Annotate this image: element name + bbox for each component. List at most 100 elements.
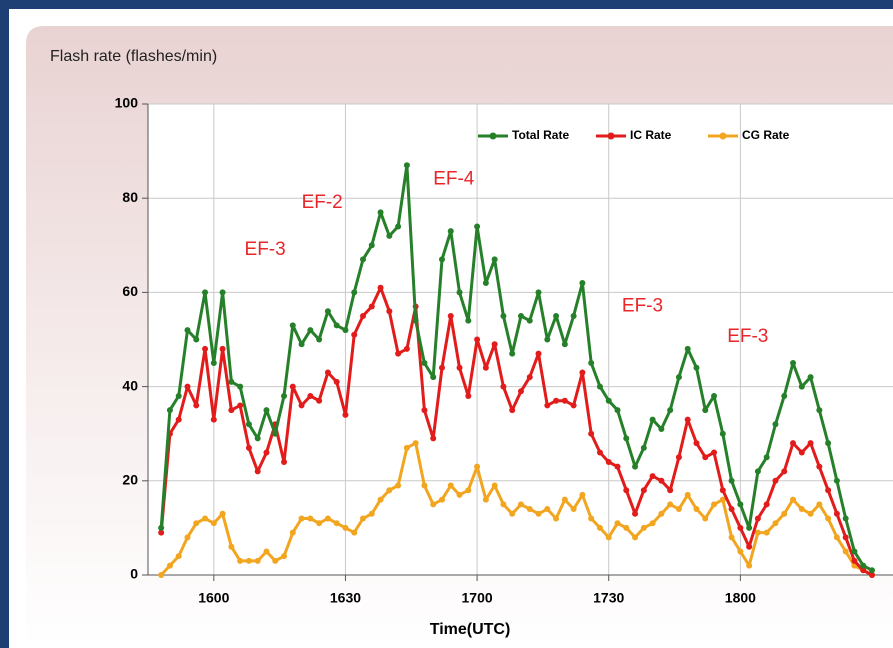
point [316, 397, 323, 404]
point [254, 468, 261, 475]
point [693, 506, 700, 513]
point [825, 487, 832, 494]
point [500, 383, 507, 390]
point [193, 520, 200, 527]
legend-label: Total Rate [512, 128, 569, 142]
point [772, 421, 779, 428]
point [509, 510, 516, 517]
point [623, 524, 630, 531]
point [658, 425, 665, 432]
point [702, 515, 709, 522]
point [728, 506, 735, 513]
point [465, 487, 472, 494]
point [412, 317, 419, 324]
annotation: EF-2 [302, 192, 343, 213]
point [465, 393, 472, 400]
point [210, 416, 217, 423]
point [219, 345, 226, 352]
point [632, 534, 639, 541]
point [351, 529, 358, 536]
point [684, 491, 691, 498]
series-line [159, 163, 873, 572]
point [166, 407, 173, 414]
point [640, 444, 647, 451]
point [544, 336, 551, 343]
legend: Total Rate IC Rate CG Rate [478, 128, 790, 142]
point [456, 491, 463, 498]
point [781, 393, 788, 400]
point [360, 256, 367, 263]
point [430, 501, 437, 508]
point [456, 364, 463, 371]
point [772, 520, 779, 527]
point [281, 553, 288, 560]
point [588, 360, 595, 367]
point [447, 312, 454, 319]
point [842, 534, 849, 541]
point [535, 350, 542, 357]
point [711, 393, 718, 400]
point [675, 374, 682, 381]
point [333, 378, 340, 385]
point [860, 567, 867, 574]
point [517, 312, 524, 319]
x-tick-label: 1730 [593, 590, 624, 606]
point [360, 515, 367, 522]
point [395, 223, 402, 230]
point [403, 162, 410, 169]
point [395, 350, 402, 357]
point [403, 345, 410, 352]
point [219, 289, 226, 296]
point [351, 289, 358, 296]
point [816, 501, 823, 508]
point [781, 468, 788, 475]
point [158, 529, 165, 536]
point [237, 557, 244, 564]
point [842, 515, 849, 522]
point [281, 393, 288, 400]
point [263, 407, 270, 414]
point [561, 397, 568, 404]
point [763, 529, 770, 536]
x-axis-label: Time(UTC) [430, 621, 511, 638]
legend-label: CG Rate [742, 128, 790, 142]
point [342, 327, 349, 334]
point [351, 331, 358, 338]
point [561, 496, 568, 503]
y-tick-label: 80 [122, 189, 138, 205]
point [772, 477, 779, 484]
point [158, 572, 165, 578]
point [447, 482, 454, 489]
point [649, 473, 656, 480]
point [210, 520, 217, 527]
point [228, 407, 235, 414]
point [614, 463, 621, 470]
point [184, 383, 191, 390]
point [869, 567, 875, 574]
point [833, 534, 840, 541]
point [289, 322, 296, 329]
point [825, 440, 832, 447]
point [281, 458, 288, 465]
point [263, 548, 270, 555]
point [614, 520, 621, 527]
point [298, 341, 305, 348]
point [509, 407, 516, 414]
point [649, 520, 656, 527]
point [790, 440, 797, 447]
point [544, 506, 551, 513]
point [667, 501, 674, 508]
point [272, 557, 279, 564]
point [763, 454, 770, 461]
point [658, 510, 665, 517]
point [482, 364, 489, 371]
point [307, 327, 314, 334]
point [377, 496, 384, 503]
point [649, 416, 656, 423]
point [307, 393, 314, 400]
point [368, 303, 375, 310]
point [807, 510, 814, 517]
point [807, 440, 814, 447]
x-tick-label: 1700 [462, 590, 493, 606]
point [403, 444, 410, 451]
